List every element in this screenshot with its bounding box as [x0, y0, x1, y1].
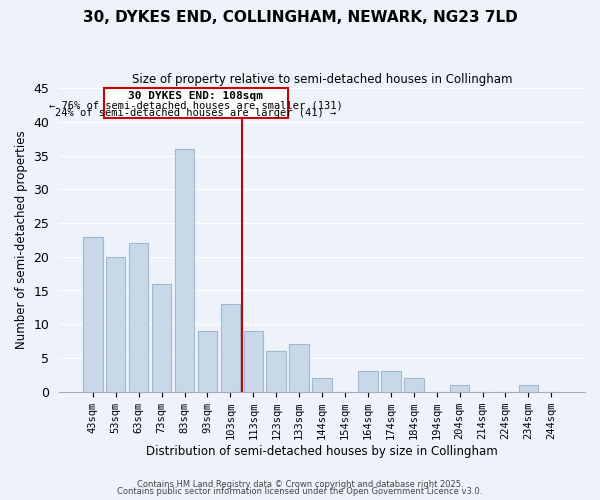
- Bar: [404, 378, 424, 392]
- Bar: [518, 385, 538, 392]
- Text: ← 76% of semi-detached houses are smaller (131): ← 76% of semi-detached houses are smalle…: [49, 100, 343, 110]
- Text: 30 DYKES END: 108sqm: 30 DYKES END: 108sqm: [128, 92, 263, 102]
- Bar: [381, 372, 401, 392]
- Y-axis label: Number of semi-detached properties: Number of semi-detached properties: [15, 130, 28, 349]
- Bar: [450, 385, 469, 392]
- Bar: [266, 351, 286, 392]
- Bar: [197, 331, 217, 392]
- Bar: [83, 236, 103, 392]
- Bar: [129, 244, 148, 392]
- Bar: [152, 284, 172, 392]
- Text: Contains public sector information licensed under the Open Government Licence v3: Contains public sector information licen…: [118, 487, 482, 496]
- Text: 30, DYKES END, COLLINGHAM, NEWARK, NG23 7LD: 30, DYKES END, COLLINGHAM, NEWARK, NG23 …: [83, 10, 517, 25]
- Bar: [289, 344, 309, 392]
- FancyBboxPatch shape: [104, 88, 287, 118]
- Bar: [175, 149, 194, 392]
- Bar: [313, 378, 332, 392]
- Text: 24% of semi-detached houses are larger (41) →: 24% of semi-detached houses are larger (…: [55, 108, 337, 118]
- Bar: [358, 372, 377, 392]
- Bar: [244, 331, 263, 392]
- Bar: [106, 257, 125, 392]
- X-axis label: Distribution of semi-detached houses by size in Collingham: Distribution of semi-detached houses by …: [146, 444, 498, 458]
- Bar: [221, 304, 240, 392]
- Text: Contains HM Land Registry data © Crown copyright and database right 2025.: Contains HM Land Registry data © Crown c…: [137, 480, 463, 489]
- Title: Size of property relative to semi-detached houses in Collingham: Size of property relative to semi-detach…: [132, 72, 512, 86]
